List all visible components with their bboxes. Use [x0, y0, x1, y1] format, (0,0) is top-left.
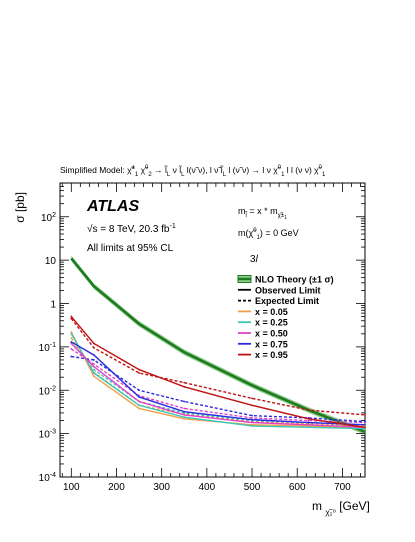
- observed-point-x-0-95: [364, 426, 366, 429]
- lsp-mass-label: m(χ̃01) = 0 GeV: [238, 228, 299, 241]
- legend: NLO Theory (±1 σ)Observed LimitExpected …: [237, 275, 334, 360]
- expected-point-x-0-25-expected: [92, 368, 95, 371]
- cl-label: All limits at 95% CL: [87, 243, 174, 254]
- x-tick-label: 200: [108, 482, 125, 493]
- expected-point-x-0-75-expected: [138, 389, 140, 392]
- observed-point-x-0-95: [70, 315, 73, 318]
- x-tick-label: 500: [244, 482, 261, 493]
- expected-point-x-0-05-expected: [70, 337, 73, 339]
- observed-point-x-0-95: [92, 342, 95, 345]
- legend-label-nlo-theory-1-: NLO Theory (±1 σ): [255, 275, 334, 285]
- y-tick-label: 10-1: [39, 342, 56, 354]
- observed-point-x-0-50: [307, 423, 310, 426]
- observed-point-x-0-95: [307, 417, 310, 420]
- observed-point-x-0-75: [307, 421, 310, 424]
- x-tick-label: 700: [334, 482, 351, 493]
- axes-layer: 100 200 300 400 500 600 700 10-4 10-3 10-2 10-1 1 10…: [39, 182, 365, 493]
- x-tick-label: 300: [153, 482, 170, 493]
- chart-title: Simplified Model: χ̃±1 χ̃02 → l̃L ν l̃L …: [60, 164, 326, 178]
- expected-point-x-0-75-expected: [70, 355, 73, 358]
- observed-point-x-0-25: [307, 426, 310, 429]
- expected-point-x-0-95-expected: [307, 409, 310, 411]
- mass-relation-label: ml̃ = x * mχ̃±1: [238, 206, 287, 221]
- x-tick-label: 400: [199, 482, 216, 493]
- observed-point-x-0-95: [251, 404, 253, 407]
- x-axis-label-main: m: [312, 499, 322, 513]
- observed-point-x-0-50: [92, 365, 95, 368]
- expected-point-x-0-50-expected: [70, 347, 73, 350]
- channel-label: 3l: [250, 254, 259, 265]
- svg-text:Simplified Model: χ̃±1: Simplified Model: χ̃±1 χ̃02 → l̃L ν l̃L …: [60, 164, 326, 178]
- observed-point-x-0-50: [183, 414, 186, 416]
- observed-point-x-0-75: [70, 341, 73, 343]
- observed-point-x-0-05: [70, 331, 73, 333]
- observed-point-x-0-25: [251, 425, 253, 427]
- expected-point-x-0-50-expected: [183, 407, 186, 410]
- x-axis-label-sub: χ̃₂⁰: [325, 508, 336, 517]
- observed-point-x-0-95: [183, 385, 186, 388]
- y-tick-label: 102: [41, 212, 56, 224]
- expected-point-x-0-95-expected: [183, 381, 186, 384]
- expected-point-x-0-95-expected: [138, 372, 140, 374]
- expected-point-x-0-75-expected: [364, 420, 366, 423]
- atlas-label: ATLAS: [86, 198, 139, 215]
- observed-point-x-0-05: [138, 407, 140, 410]
- legend-label-x-0-05: x = 0.05: [255, 307, 288, 317]
- limit-curves-layer: [70, 315, 366, 430]
- expected-point-x-0-95-expected: [364, 414, 366, 416]
- y-tick-label: 10-4: [39, 472, 56, 484]
- expected-point-x-0-50-expected: [92, 363, 95, 366]
- expected-point-x-0-75-expected: [251, 414, 253, 417]
- y-tick-label: 10-2: [39, 385, 56, 397]
- x-axis-label-unit: [GeV]: [339, 499, 370, 513]
- expected-point-x-0-95-expected: [251, 397, 253, 400]
- svg-text:m χ̃₂⁰ [GeV]: m χ̃₂⁰ [GeV]: [312, 499, 370, 518]
- legend-label-x-0-25: x = 0.25: [255, 318, 288, 328]
- observed-point-x-0-25: [364, 427, 366, 430]
- observed-point-x-0-50: [251, 421, 253, 424]
- expected-point-x-0-75-expected: [92, 359, 95, 361]
- observed-point-x-0-75: [138, 396, 140, 398]
- observed-point-x-0-05: [183, 417, 186, 420]
- plot-frame: [59, 182, 366, 478]
- observed-point-x-0-95: [138, 368, 140, 371]
- expected-point-x-0-50-expected: [307, 419, 310, 422]
- legend-label-expected-limit: Expected Limit: [255, 296, 319, 306]
- expected-point-x-0-95-expected: [92, 346, 95, 349]
- x-tick-label: 600: [289, 482, 306, 493]
- observed-point-x-0-25: [70, 332, 73, 335]
- legend-label-x-0-50: x = 0.50: [255, 329, 288, 339]
- expected-point-x-0-75-expected: [183, 400, 186, 403]
- x-tick-label: 100: [63, 482, 80, 493]
- y-tick-label: 10-3: [39, 429, 56, 441]
- observed-point-x-0-05: [92, 375, 95, 378]
- observed-point-x-0-50: [138, 400, 140, 403]
- observed-point-x-0-25: [183, 416, 186, 419]
- expected-point-x-0-50-expected: [251, 417, 253, 419]
- energy-lumi-label: √s = 8 TeV, 20.3 fb-1: [87, 223, 176, 235]
- observed-point-x-0-75: [251, 418, 253, 421]
- y-tick-label: 10: [45, 256, 57, 267]
- observed-point-x-0-25: [138, 404, 140, 407]
- x-axis-label: m χ̃₂⁰ [GeV]: [312, 499, 370, 518]
- y-axis-label: σ [pb]: [13, 192, 27, 223]
- legend-label-x-0-75: x = 0.75: [255, 339, 288, 349]
- observed-point-x-0-75: [183, 410, 186, 413]
- observed-point-x-0-75: [92, 354, 95, 356]
- observed-point-x-0-25: [92, 372, 95, 374]
- observed-x-0-95: [70, 316, 366, 428]
- observed-point-x-0-75: [364, 423, 366, 426]
- legend-label-observed-limit: Observed Limit: [255, 285, 321, 295]
- legend-label-x-0-95: x = 0.95: [255, 350, 288, 360]
- y-tick-label: 1: [50, 300, 56, 311]
